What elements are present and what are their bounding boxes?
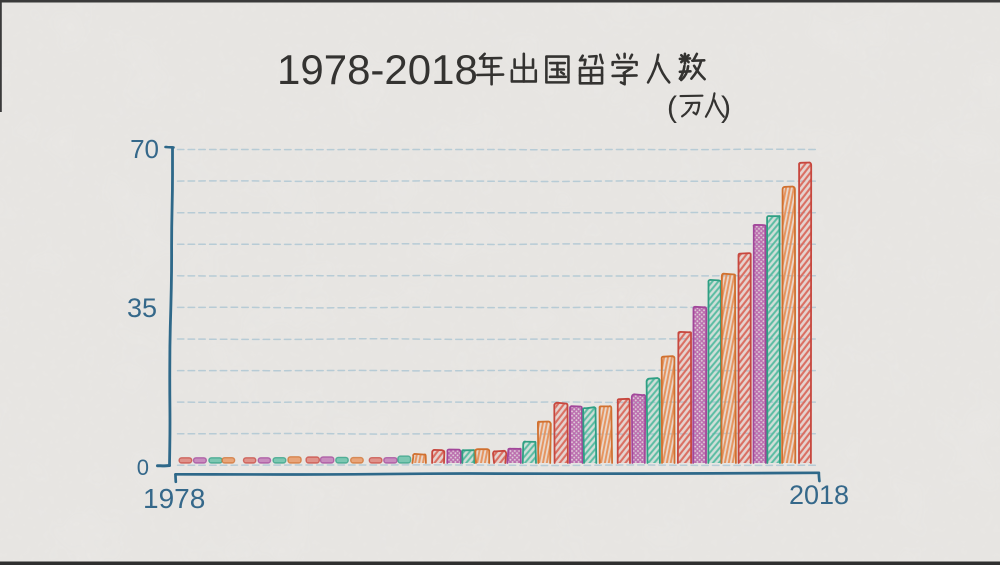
svg-text:2018: 2018 xyxy=(789,480,849,510)
svg-text:0: 0 xyxy=(137,455,149,480)
svg-text:): ) xyxy=(721,91,731,124)
svg-text:35: 35 xyxy=(127,293,157,323)
svg-text:(: ( xyxy=(667,91,677,124)
svg-text:70: 70 xyxy=(130,134,159,164)
svg-text:1978-2018: 1978-2018 xyxy=(277,46,478,93)
svg-text:1978: 1978 xyxy=(143,483,205,514)
